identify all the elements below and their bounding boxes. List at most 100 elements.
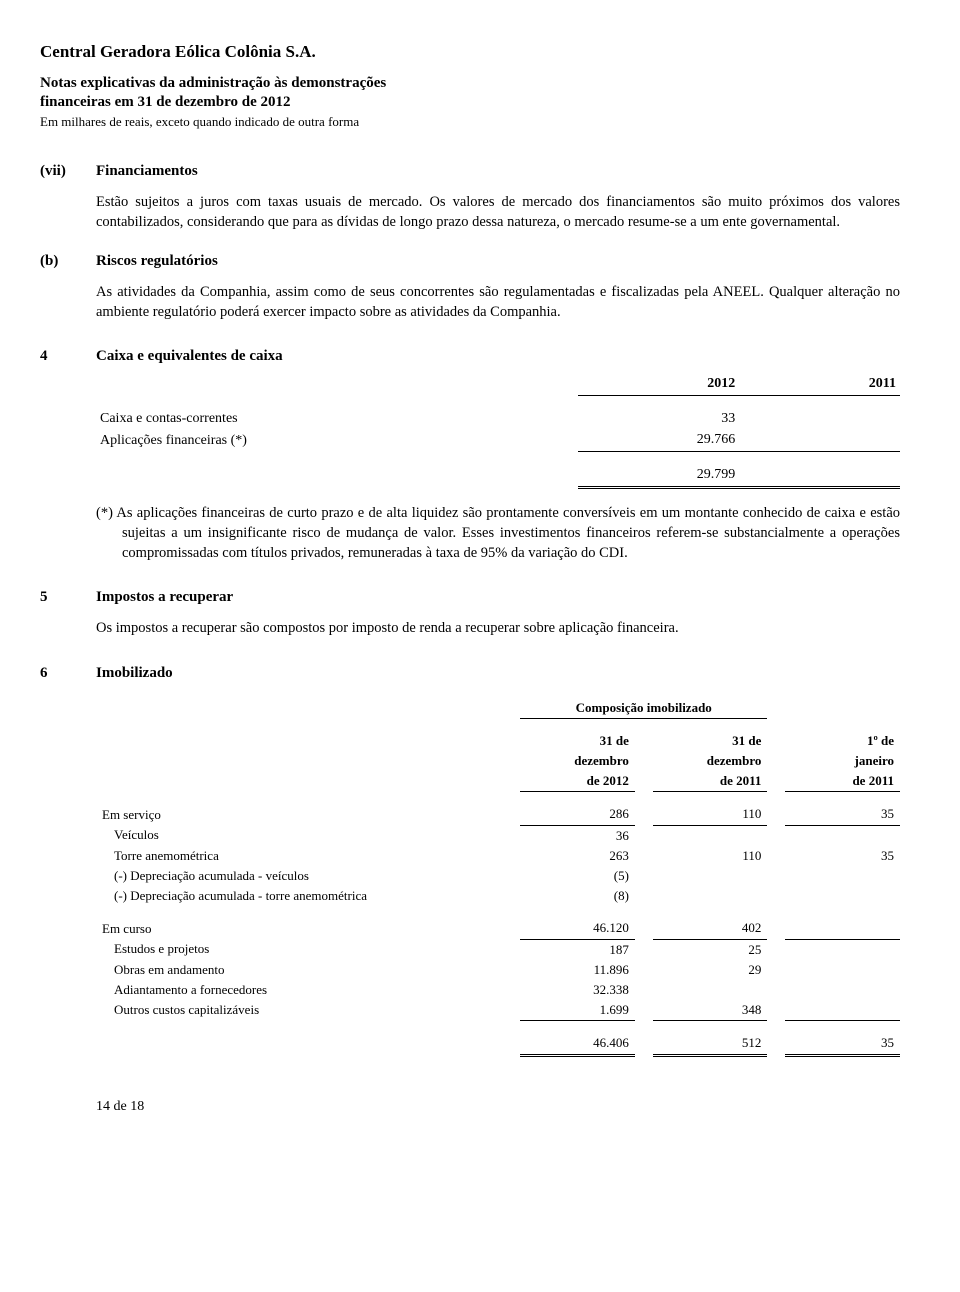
section-5-body: Os impostos a recuperar são compostos po… [96,618,900,638]
cell-value [785,1000,900,1021]
cell-value [653,886,768,906]
section-title-vii: Financiamentos [96,161,198,182]
col-header-2b: dezembro [653,751,768,771]
table-row: Estudos e projetos 187 25 [96,939,900,960]
col-header-2c: de 2011 [653,771,768,792]
cell-value [653,866,768,886]
cell-value: 29 [653,960,768,980]
row-label: Aplicações financeiras (*) [96,429,578,451]
group-header: Composição imobilizado [520,698,767,719]
total-value: 29.799 [578,464,739,487]
cell-value: 25 [653,939,768,960]
section-num-b: (b) [40,251,96,272]
total-value: 46.406 [520,1033,635,1055]
doc-subtitle-line1: Notas explicativas da administração às d… [40,74,900,94]
table-total-row: 29.799 [96,464,900,487]
row-label: Torre anemométrica [96,846,502,866]
company-name: Central Geradora Eólica Colônia S.A. [40,40,900,64]
cell-value: 263 [520,846,635,866]
table-row: Torre anemométrica 263 110 35 [96,846,900,866]
col-header-1b: dezembro [520,751,635,771]
doc-subtitle-line2: financeiras em 31 de dezembro de 2012 [40,93,900,113]
cell-value: 110 [653,846,768,866]
cell-value: 33 [578,408,739,430]
cell-value [785,866,900,886]
cell-value [739,408,900,430]
cell-value [785,980,900,1000]
col-header-2a: 31 de [653,731,768,751]
cell-value [739,429,900,451]
table-group-row: Em curso 46.120 402 [96,918,900,939]
cell-value: 35 [785,846,900,866]
row-label: Outros custos capitalizáveis [96,1000,502,1021]
section-title-4: Caixa e equivalentes de caixa [96,346,283,367]
section-b-header: (b) Riscos regulatórios [40,251,900,272]
cell-value [785,918,900,939]
cell-value: 187 [520,939,635,960]
total-value: 512 [653,1033,768,1055]
table-total-row: 46.406 512 35 [96,1033,900,1055]
cell-value: 402 [653,918,768,939]
table-row: Aplicações financeiras (*) 29.766 [96,429,900,451]
cell-value [785,960,900,980]
section-title-b: Riscos regulatórios [96,251,218,272]
cell-value [785,886,900,906]
total-value [739,464,900,487]
cell-value [785,825,900,846]
col-header-1a: 31 de [520,731,635,751]
cell-value: 110 [653,804,768,825]
section-num-4: 4 [40,346,96,367]
col-header-3a: 1º de [785,731,900,751]
cell-value: 286 [520,804,635,825]
cell-value [785,939,900,960]
total-value: 35 [785,1033,900,1055]
col-header-3b: janeiro [785,751,900,771]
cell-value: 11.896 [520,960,635,980]
section-title-5: Impostos a recuperar [96,587,233,608]
cell-value: 46.120 [520,918,635,939]
section-5-header: 5 Impostos a recuperar [40,587,900,608]
section-vii-body: Estão sujeitos a juros com taxas usuais … [96,192,900,233]
row-label: Caixa e contas-correntes [96,408,578,430]
cell-value: 348 [653,1000,768,1021]
cell-value [653,825,768,846]
row-label: Veículos [96,825,502,846]
section-4-header: 4 Caixa e equivalentes de caixa [40,346,900,367]
table-group-row: Em serviço 286 110 35 [96,804,900,825]
group-label: Em curso [96,918,502,939]
row-label: Estudos e projetos [96,939,502,960]
year-2012: 2012 [578,373,739,395]
row-label: (-) Depreciação acumulada - veículos [96,866,502,886]
col-header-1c: de 2012 [520,771,635,792]
table-row: (-) Depreciação acumulada - torre anemom… [96,886,900,906]
section-num-5: 5 [40,587,96,608]
table-row: Caixa e contas-correntes 33 [96,408,900,430]
section-vii-header: (vii) Financiamentos [40,161,900,182]
cell-value: 29.766 [578,429,739,451]
section-b-body: As atividades da Companhia, assim como d… [96,282,900,323]
section-num-vii: (vii) [40,161,96,182]
year-2011: 2011 [739,373,900,395]
cell-value: 32.338 [520,980,635,1000]
cell-value: 1.699 [520,1000,635,1021]
cell-value: (8) [520,886,635,906]
row-label: (-) Depreciação acumulada - torre anemom… [96,886,502,906]
table-row: Outros custos capitalizáveis 1.699 348 [96,1000,900,1021]
table-caixa: 2012 2011 Caixa e contas-correntes 33 Ap… [96,373,900,488]
col-header-3c: de 2011 [785,771,900,792]
row-label: Obras em andamento [96,960,502,980]
row-label: Adiantamento a fornecedores [96,980,502,1000]
table-row: Veículos 36 [96,825,900,846]
cell-value: 35 [785,804,900,825]
page-number: 14 de 18 [96,1097,900,1117]
section-4-footnote: (*) As aplicações financeiras de curto p… [96,503,900,564]
doc-subtitle-note: Em milhares de reais, exceto quando indi… [40,113,900,131]
cell-value [653,980,768,1000]
cell-value: 36 [520,825,635,846]
section-title-6: Imobilizado [96,663,173,684]
table-row: (-) Depreciação acumulada - veículos (5) [96,866,900,886]
group-label: Em serviço [96,804,502,825]
section-num-6: 6 [40,663,96,684]
cell-value: (5) [520,866,635,886]
table-imobilizado: Composição imobilizado 31 de 31 de 1º de… [96,698,900,1057]
